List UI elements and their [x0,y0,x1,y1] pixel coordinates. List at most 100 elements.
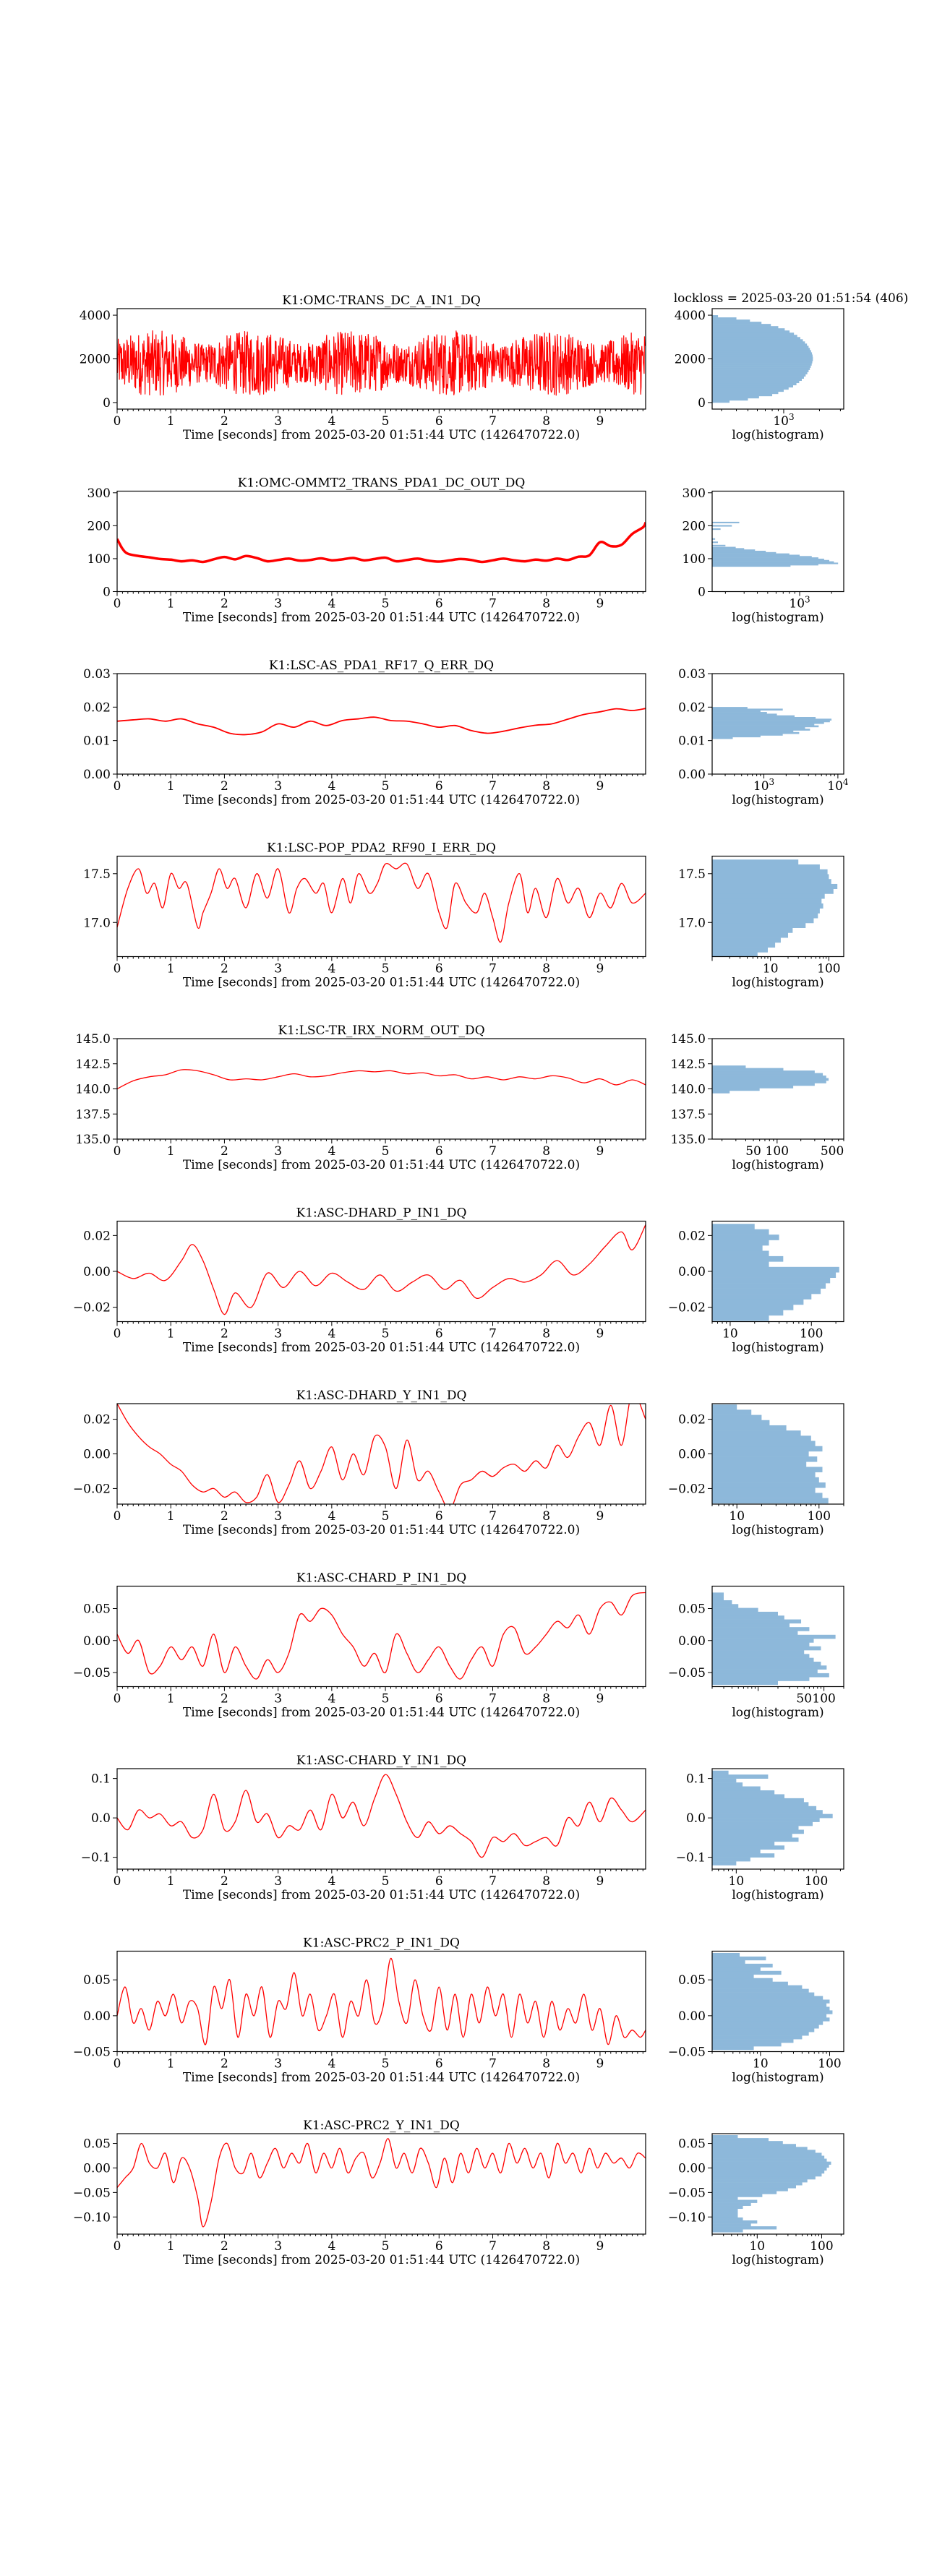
histogram-bar [712,1849,761,1854]
hist-y-tick-label: 0.00 [678,2161,706,2176]
histogram-bar [712,1623,790,1628]
histogram-bar [712,319,750,322]
x-axis-label: Time [seconds] from 2025-03-20 01:51:44 … [183,1158,580,1172]
x-tick-label: 2 [221,2239,228,2254]
histogram-bar [712,1294,812,1300]
histogram-bar [712,737,733,739]
histogram-bar [712,2211,738,2215]
histogram-bar [712,554,800,557]
histogram-bar [712,888,834,894]
hist-x-axis-label: log(histogram) [732,1341,823,1355]
x-axis-label: Time [seconds] from 2025-03-20 01:51:44 … [183,1341,580,1355]
histogram-bar [712,339,803,342]
histogram-bar [712,1310,784,1316]
histogram-bar [712,927,793,933]
hist-x-tick-label: 100 [818,2057,841,2071]
hist-y-tick-label: 137.5 [670,1107,706,1122]
x-tick-label: 5 [382,1327,390,1341]
x-tick-label: 1 [167,1874,175,1889]
y-tick-label: 17.0 [83,916,111,930]
panel-6: K1:ASC-DHARD_Y_IN1_DQ 0 1 2 3 4 5 6 7 8 9 Time [sec… [73,1388,844,1537]
x-tick-label: 7 [489,1874,497,1889]
hist-x-tick-label: 100 [812,1692,835,1706]
x-tick-label: 6 [435,2057,443,2071]
x-tick-label: 1 [167,414,175,429]
histogram [712,315,813,403]
histogram-bar [712,1229,769,1235]
x-tick-label: 7 [489,1509,497,1524]
x-tick-label: 3 [274,2057,282,2071]
x-tick-label: 0 [114,1509,121,1524]
hist-x-tick-label: 100 [810,2239,833,2254]
x-tick-label: 6 [435,1692,443,1706]
x-tick-label: 0 [114,962,121,976]
x-tick-label: 1 [167,1509,175,1524]
x-tick-label: 0 [114,779,121,794]
plot-frame [116,673,646,775]
histogram-bar [712,1245,763,1251]
x-tick-label: 3 [274,1692,282,1706]
y-tick-label: 0 [103,396,111,411]
histogram-bar [712,2164,829,2168]
panel-title: K1:ASC-DHARD_Y_IN1_DQ [296,1388,467,1403]
histogram-bar [712,883,838,890]
histogram-bar [712,713,777,716]
histogram-bar [712,1425,787,1431]
x-tick-label: 1 [167,2057,175,2071]
histogram-bar [712,1078,829,1081]
x-tick-label: 9 [596,2239,604,2254]
hist-y-tick-label: −0.05 [668,2186,706,2200]
x-axis-label: Time [seconds] from 2025-03-20 01:51:44 … [183,611,580,625]
x-tick-label: 5 [382,962,390,976]
histogram-bar [712,1467,823,1472]
x-tick-label: 3 [274,1144,282,1159]
histogram-bar [712,557,818,559]
histogram-bar [712,352,813,355]
histogram-bar [712,1996,823,2000]
x-tick-label: 9 [596,1874,604,1889]
x-tick-label: 2 [221,1327,228,1341]
histogram-bar [712,1283,826,1289]
x-tick-label: 9 [596,1144,604,1159]
hist-x-axis-label: log(histogram) [732,976,823,990]
histogram-bar [712,348,810,351]
x-tick-label: 8 [542,1144,550,1159]
histogram-bar [712,1981,788,1985]
histogram-bar [712,1798,804,1803]
histogram-bar [712,864,820,870]
plot-frame [116,1038,646,1140]
histogram [712,707,832,739]
histogram-bar [712,562,839,564]
histogram-bar [712,922,806,928]
hist-y-tick-label: 145.0 [670,1032,706,1047]
histogram-bar [712,2217,743,2221]
panel-0: K1:OMC-TRANS_DC_A_IN1_DQ 0 1 2 3 4 5 6 7 8 9 Time [… [80,293,844,442]
y-tick-label: 0.1 [91,1772,111,1787]
histogram-bar [712,2214,738,2218]
histogram-bar [712,556,812,558]
histogram-bar [712,1826,799,1830]
x-tick-label: 8 [542,1874,550,1889]
histogram-bar [712,385,793,388]
histogram-bar [712,2039,794,2043]
histogram-bar [712,1073,823,1076]
histogram-bar [712,367,810,370]
hist-x-axis-label: log(histogram) [732,1158,823,1172]
x-tick-label: 8 [542,1327,550,1341]
x-tick-label: 8 [542,1692,550,1706]
hist-x-axis-label: log(histogram) [732,428,823,442]
histogram-bar [712,1277,831,1284]
histogram-bar [712,2194,763,2197]
histogram-bar [712,707,748,709]
hist-y-tick-label: −0.05 [668,2045,706,2060]
histogram-bar [712,1857,750,1862]
histogram-bar [712,918,814,924]
histogram-bar [712,1487,816,1493]
signal-trace [117,1774,646,1858]
signal-trace [117,1957,646,2045]
x-tick-label: 1 [167,1144,175,1159]
panel-2: K1:LSC-AS_PDA1_RF17_Q_ERR_DQ 0 1 2 3 4 5 6 7 8 9 Ti… [83,658,849,807]
histogram-bar [712,1600,732,1605]
histogram-bar [712,1493,823,1498]
